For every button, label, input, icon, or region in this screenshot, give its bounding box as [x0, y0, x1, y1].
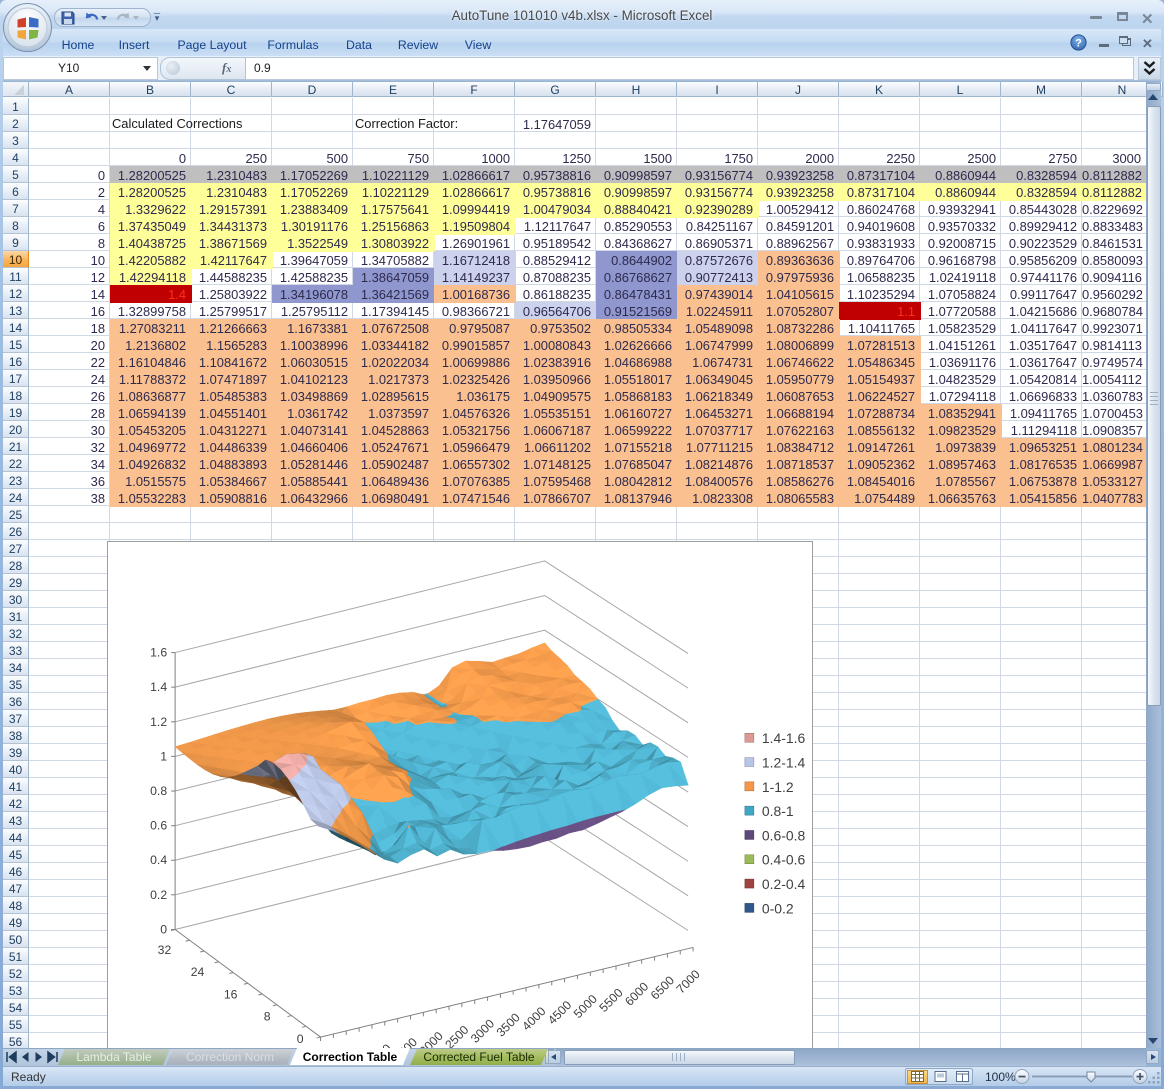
svg-text:4000: 4000 — [519, 1004, 548, 1033]
svg-text:6000: 6000 — [622, 979, 651, 1008]
svg-text:8: 8 — [264, 1010, 271, 1024]
svg-text:1.4: 1.4 — [150, 680, 167, 694]
svg-text:0.4: 0.4 — [150, 853, 167, 867]
svg-text:0.6-0.8: 0.6-0.8 — [762, 827, 806, 843]
svg-text:1-1.2: 1-1.2 — [762, 779, 794, 795]
svg-text:?: ? — [1075, 38, 1082, 50]
svg-text:7000: 7000 — [674, 967, 703, 996]
svg-text:3500: 3500 — [494, 1010, 523, 1039]
svg-text:0.4-0.6: 0.4-0.6 — [762, 852, 806, 868]
svg-text:0-0.2: 0-0.2 — [762, 900, 794, 916]
svg-text:1.4-1.6: 1.4-1.6 — [762, 730, 806, 746]
svg-text:0: 0 — [297, 1032, 304, 1046]
svg-text:0.6: 0.6 — [150, 819, 167, 833]
svg-text:0.2: 0.2 — [150, 888, 167, 902]
svg-text:0: 0 — [160, 922, 167, 936]
svg-text:1.6: 1.6 — [150, 646, 167, 660]
svg-text:6500: 6500 — [648, 973, 677, 1002]
svg-text:1.2: 1.2 — [150, 715, 167, 729]
svg-text:5000: 5000 — [571, 992, 600, 1021]
svg-text:3000: 3000 — [468, 1016, 497, 1045]
svg-text:5500: 5500 — [597, 986, 626, 1015]
svg-text:32: 32 — [158, 943, 172, 957]
svg-text:4500: 4500 — [545, 998, 574, 1027]
svg-text:24: 24 — [191, 965, 205, 979]
svg-text:0.2-0.4: 0.2-0.4 — [762, 876, 806, 892]
svg-text:0.8-1: 0.8-1 — [762, 803, 794, 819]
svg-text:1: 1 — [160, 749, 167, 763]
svg-text:1.2-1.4: 1.2-1.4 — [762, 755, 806, 771]
svg-text:16: 16 — [224, 987, 238, 1001]
svg-text:0.8: 0.8 — [150, 784, 167, 798]
